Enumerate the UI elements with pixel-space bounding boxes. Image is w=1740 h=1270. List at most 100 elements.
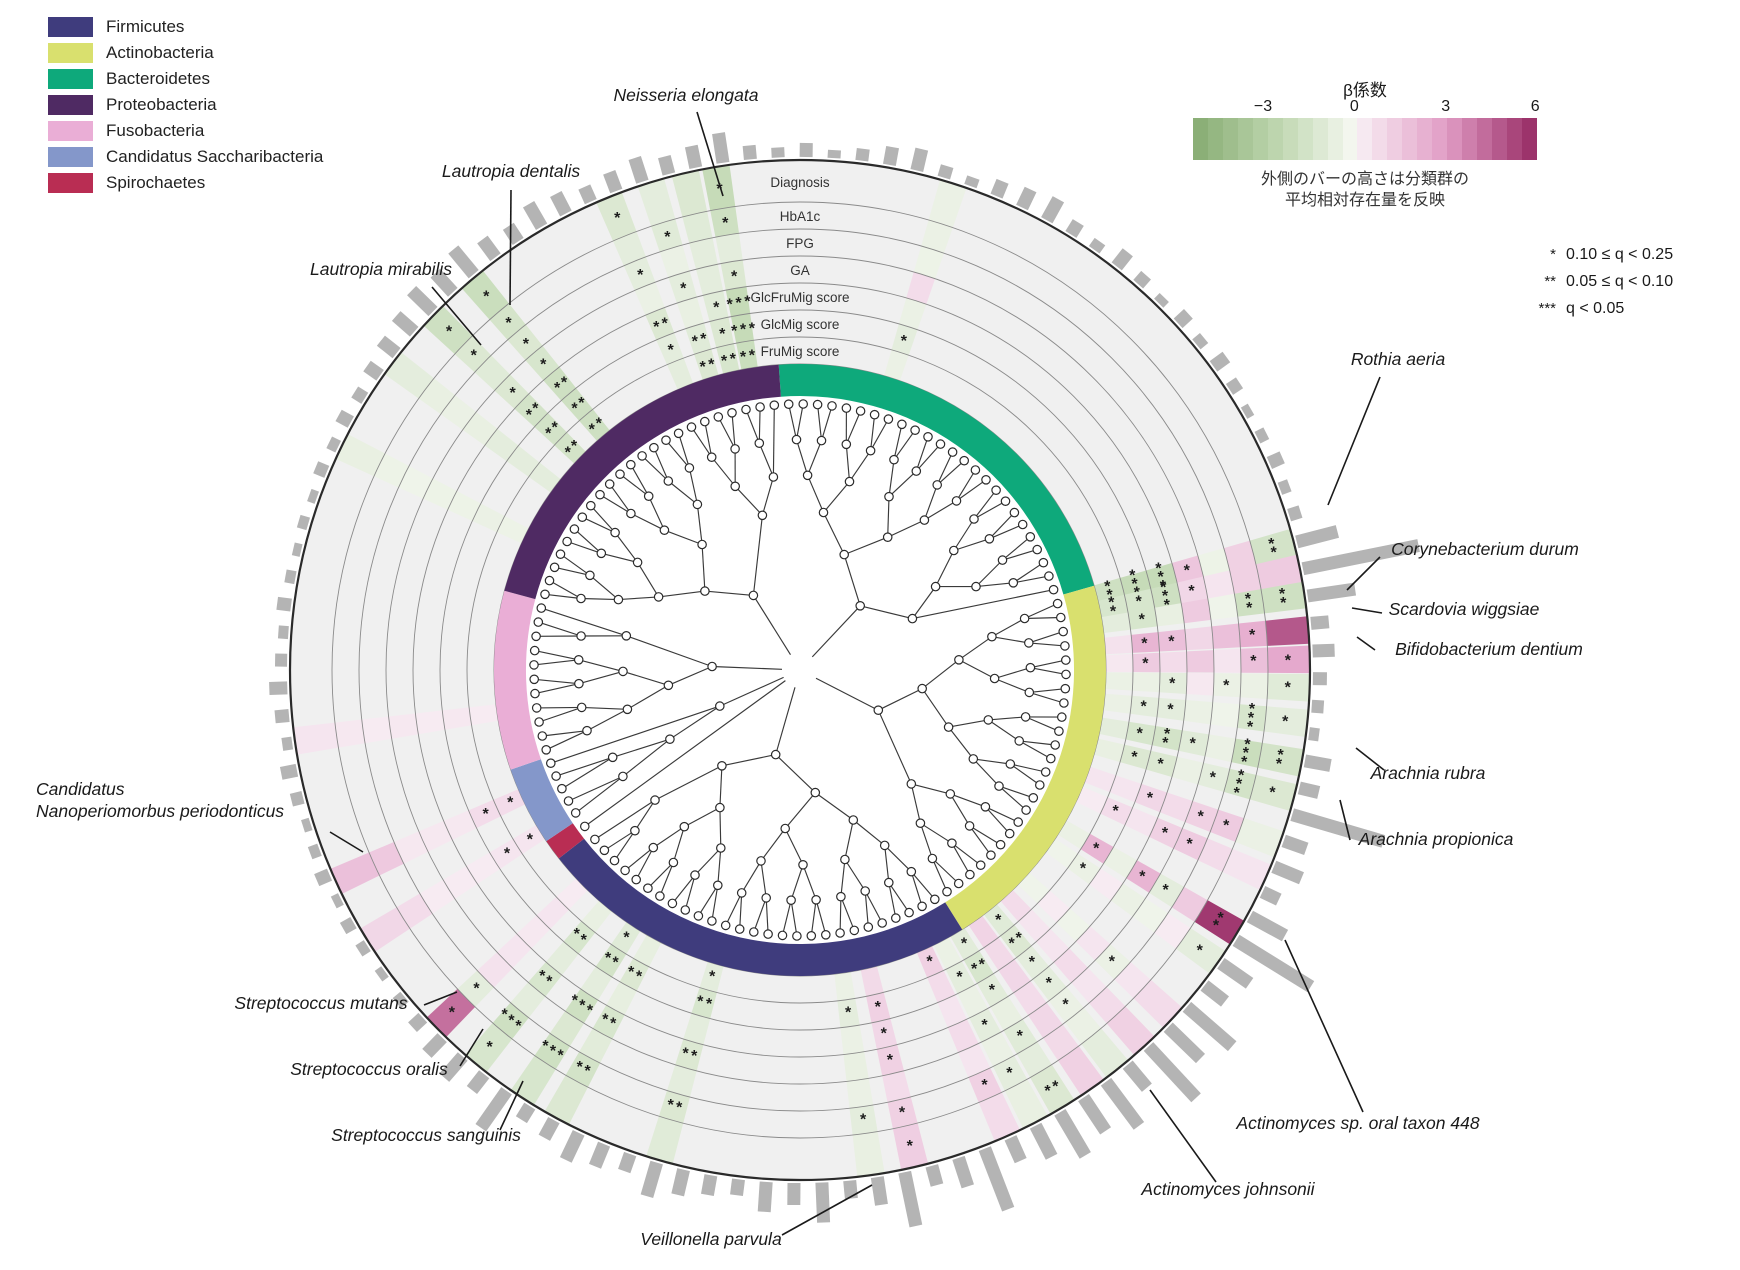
tree-leaf-node <box>667 898 678 909</box>
heatmap-cell <box>596 192 637 241</box>
tree-internal-node <box>983 715 994 725</box>
heatmap-cell <box>945 961 975 994</box>
tree-branch <box>948 726 974 760</box>
abundance-bar <box>475 1087 512 1132</box>
tree-branch <box>920 822 953 844</box>
significance-star-mark: * <box>697 993 704 1010</box>
taxon-label-veillonella-parvula: Veillonella parvula <box>640 1229 782 1249</box>
heatmap-cell <box>477 952 513 988</box>
abundance-bar <box>289 790 305 807</box>
heatmap-cell <box>492 1002 529 1039</box>
tree-branch <box>864 890 869 928</box>
tree-internal-node <box>917 683 927 694</box>
heatmap-cell <box>1154 913 1191 949</box>
tree-branch <box>549 580 582 599</box>
significance-star-mark: * <box>1280 595 1287 612</box>
significance-star-mark: * <box>572 993 579 1010</box>
tree-leaf-node <box>935 439 946 449</box>
tree-leaf-node <box>883 414 894 424</box>
significance-star-mark: * <box>1129 567 1136 584</box>
significance-star-mark: * <box>471 348 478 365</box>
tree-branch <box>741 860 762 894</box>
tree-internal-node <box>768 472 779 482</box>
heatmap-cell <box>1004 1079 1048 1129</box>
tree-leaf-node <box>855 406 866 416</box>
abundance-bar <box>1088 237 1106 254</box>
tree-branch <box>721 754 776 767</box>
significance-star-mark: * <box>1282 714 1289 731</box>
significance-star-mark: * <box>708 357 715 374</box>
tree-branch <box>811 605 861 658</box>
tree-branch <box>688 467 698 505</box>
heatmap-cell <box>443 810 477 840</box>
leader-line-streptococcus-sanguinis <box>499 1080 524 1131</box>
tree-internal-node <box>1024 638 1034 648</box>
legend-swatch <box>48 147 93 167</box>
heatmap-column <box>1000 889 1155 1056</box>
tree-branch <box>931 858 948 892</box>
tree-leaf-node <box>686 422 697 432</box>
tree-branch <box>807 440 823 476</box>
tree-internal-node <box>943 722 954 732</box>
tree-leaf-node <box>777 930 788 941</box>
heatmap-cell <box>388 713 419 739</box>
heatmap-column: *** <box>933 937 1048 1129</box>
heatmap-cell <box>1154 602 1185 627</box>
heatmap-cell <box>361 716 392 744</box>
heatmap-cell <box>1076 786 1108 814</box>
leader-line-actinomyces-johnsonii <box>1149 1089 1217 1183</box>
tree-leaf-node <box>783 399 794 409</box>
heatmap-cell <box>1197 548 1230 578</box>
heatmap-cell <box>1134 783 1168 813</box>
tree-internal-node <box>697 539 707 550</box>
heatmap-cell <box>834 971 856 1001</box>
tree-internal-node <box>730 481 740 492</box>
tree-branch <box>614 532 639 563</box>
tree-branch <box>752 595 791 656</box>
abundance-bar <box>578 184 597 205</box>
significance-star-mark: * <box>1279 586 1286 603</box>
significance-star-mark: * <box>1249 627 1256 644</box>
heatmap-cell <box>484 428 519 462</box>
tree-leaf-node <box>910 425 920 435</box>
heatmap-cell <box>1260 581 1307 614</box>
tree-branch <box>989 523 1023 540</box>
tree-branch <box>542 730 588 737</box>
heatmap-cell <box>968 1067 1002 1103</box>
tree-branch <box>717 416 736 450</box>
heatmap-cell <box>369 842 404 876</box>
heatmap-cell <box>1028 1002 1063 1038</box>
tree-internal-node <box>576 702 587 713</box>
heatmap-cell <box>658 1090 690 1124</box>
heatmap-cell <box>977 973 1009 1007</box>
tree-branch <box>545 730 588 751</box>
heatmap-cell <box>913 246 944 279</box>
heatmap-cell <box>852 1131 885 1177</box>
abundance-bar <box>757 1181 773 1213</box>
leader-line-lautropia-mirabilis <box>431 286 482 346</box>
heatmap-cell <box>884 349 909 381</box>
tree-branch <box>541 607 627 637</box>
tree-internal-node <box>715 843 726 853</box>
tree-internal-node <box>954 654 964 665</box>
tree-internal-node <box>947 838 957 848</box>
significance-star-mark: * <box>1104 578 1111 595</box>
tree-branch <box>672 826 685 863</box>
abundance-bar <box>898 1170 923 1228</box>
tree-branch <box>975 559 1003 588</box>
tree-leaf-node <box>863 922 874 932</box>
heatmap-cell <box>561 388 593 421</box>
abundance-bar <box>815 1182 831 1223</box>
tree-branch <box>630 464 650 497</box>
heatmap-cell <box>633 934 662 967</box>
significance-star-mark: * <box>1147 790 1154 807</box>
abundance-bar <box>1041 196 1065 224</box>
tree-branch <box>823 481 850 513</box>
tree-branch <box>586 708 628 732</box>
heatmap-cell <box>545 941 579 976</box>
tree-internal-node <box>665 734 675 744</box>
significance-star-mark: * <box>661 315 668 332</box>
tree-leaf-node <box>820 929 831 940</box>
tree-internal-node <box>971 581 981 592</box>
abundance-bar <box>1173 309 1193 329</box>
